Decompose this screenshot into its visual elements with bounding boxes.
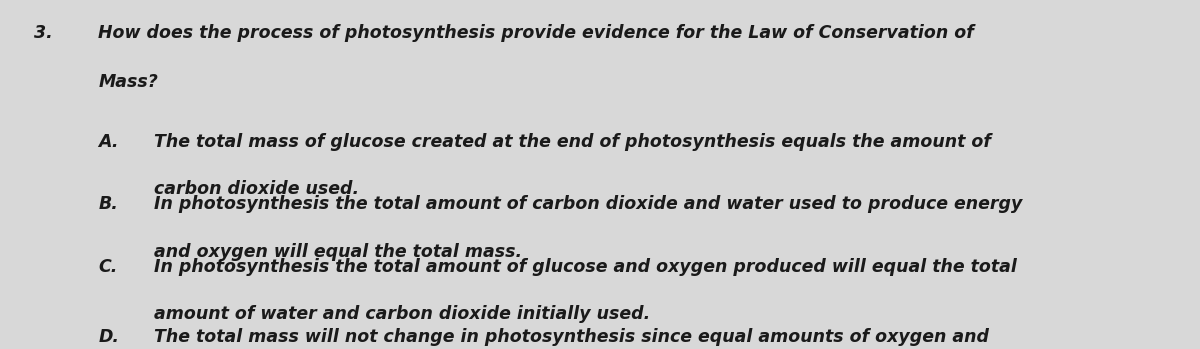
Text: carbon dioxide used.: carbon dioxide used. <box>154 180 359 198</box>
Text: amount of water and carbon dioxide initially used.: amount of water and carbon dioxide initi… <box>154 305 650 324</box>
Text: 3.: 3. <box>34 24 53 43</box>
Text: The total mass of glucose created at the end of photosynthesis equals the amount: The total mass of glucose created at the… <box>154 133 990 151</box>
Text: In photosynthesis the total amount of carbon dioxide and water used to produce e: In photosynthesis the total amount of ca… <box>154 195 1022 214</box>
Text: The total mass will not change in photosynthesis since equal amounts of oxygen a: The total mass will not change in photos… <box>154 328 989 346</box>
Text: and oxygen will equal the total mass.: and oxygen will equal the total mass. <box>154 243 522 261</box>
Text: D.: D. <box>98 328 120 346</box>
Text: How does the process of photosynthesis provide evidence for the Law of Conservat: How does the process of photosynthesis p… <box>98 24 974 43</box>
Text: Mass?: Mass? <box>98 73 158 91</box>
Text: In photosynthesis the total amount of glucose and oxygen produced will equal the: In photosynthesis the total amount of gl… <box>154 258 1016 276</box>
Text: A.: A. <box>98 133 119 151</box>
Text: B.: B. <box>98 195 119 214</box>
Text: C.: C. <box>98 258 118 276</box>
